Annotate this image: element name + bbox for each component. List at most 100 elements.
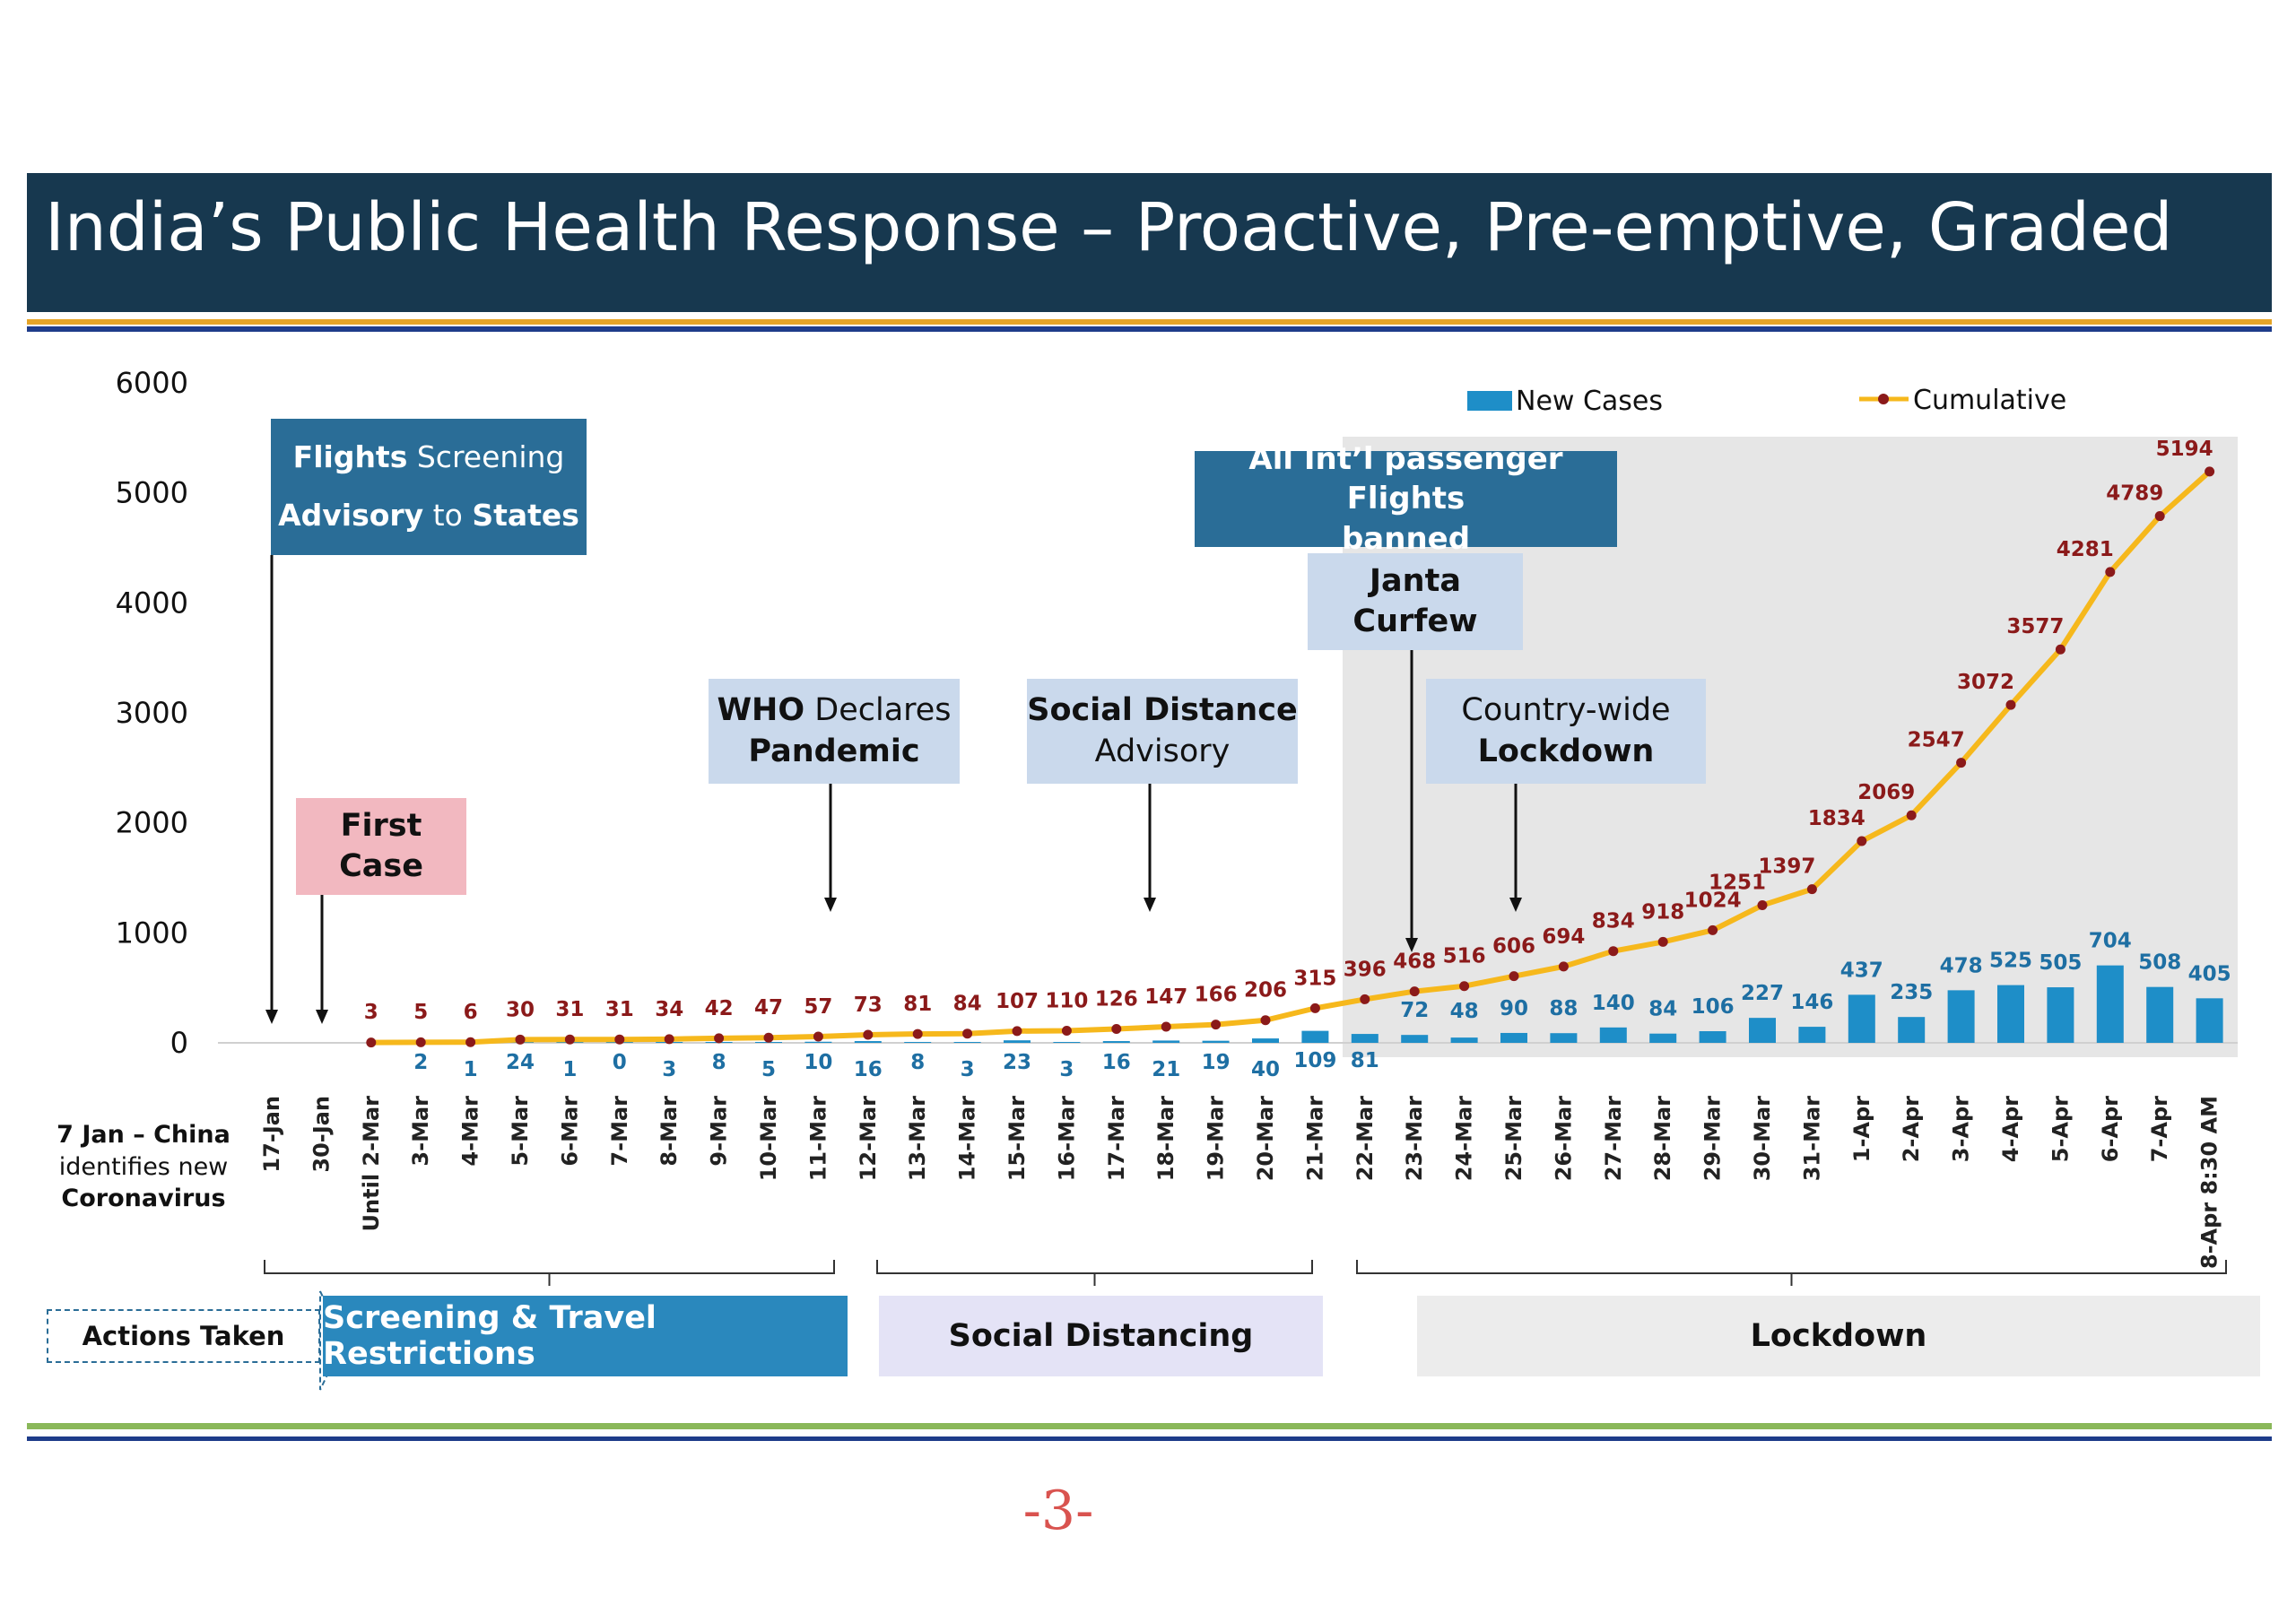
legend-dot-cumulative xyxy=(1878,394,1889,404)
point-cumulative xyxy=(1111,1024,1122,1035)
x-date-label: 3-Mar xyxy=(408,1096,433,1167)
cumulative-value-label: 606 xyxy=(1492,935,1535,959)
bar-new-cases xyxy=(1351,1034,1378,1043)
bar-new-cases xyxy=(1500,1032,1527,1043)
y-tick-label: 3000 xyxy=(116,696,188,730)
point-cumulative xyxy=(465,1037,476,1047)
new-cases-value-label: 109 xyxy=(1293,1049,1336,1072)
new-cases-value-label: 48 xyxy=(1450,1000,1479,1023)
page-number: -3- xyxy=(1022,1480,1094,1542)
new-cases-value-label: 704 xyxy=(2089,930,2132,953)
x-date-label: 4-Apr xyxy=(1998,1096,2023,1162)
cumulative-value-label: 81 xyxy=(903,993,932,1016)
point-cumulative xyxy=(1657,936,1668,947)
new-cases-value-label: 16 xyxy=(854,1058,883,1081)
note-who-pandemic: WHO Declares Pandemic xyxy=(709,679,960,784)
note-declares-word: Declares xyxy=(814,692,952,728)
cumulative-value-label: 5 xyxy=(413,1001,428,1024)
note-first-case: First Case xyxy=(296,798,466,895)
new-cases-value-label: 3 xyxy=(1059,1058,1074,1081)
note-lockdown-line2: Lockdown xyxy=(1477,733,1655,769)
cumulative-value-label: 2069 xyxy=(1857,781,1915,804)
y-tick-label: 2000 xyxy=(116,806,188,840)
new-cases-value-label: 88 xyxy=(1549,997,1578,1020)
point-cumulative xyxy=(763,1032,774,1043)
cumulative-value-label: 206 xyxy=(1244,979,1287,1002)
x-date-label: 4-Mar xyxy=(458,1096,483,1167)
note-states-word: States xyxy=(472,498,579,533)
phase-lockdown: Lockdown xyxy=(1417,1296,2260,1376)
x-date-label: 29-Mar xyxy=(1700,1096,1726,1181)
bar-new-cases xyxy=(2146,986,2174,1043)
series-line-cumulative xyxy=(370,469,2212,1046)
cumulative-value-label: 1834 xyxy=(1808,807,1866,830)
new-cases-value-label: 5 xyxy=(761,1058,776,1081)
note-intl-line1: All Int’l passenger Flights xyxy=(1248,441,1563,517)
x-date-label: 7-Apr xyxy=(2147,1096,2172,1162)
new-cases-value-label: 10 xyxy=(804,1051,832,1074)
x-date-label: 28-Mar xyxy=(1650,1096,1675,1181)
new-cases-value-label: 19 xyxy=(1202,1051,1231,1074)
footer-rule-green xyxy=(27,1423,2272,1429)
point-cumulative xyxy=(1061,1026,1072,1037)
new-cases-value-label: 72 xyxy=(1400,999,1429,1022)
point-cumulative xyxy=(1161,1021,1171,1032)
x-date-label: 2-Apr xyxy=(1899,1096,1924,1162)
cumulative-value-label: 31 xyxy=(605,998,634,1021)
x-date-label: 26-Mar xyxy=(1551,1096,1576,1181)
x-date-label: 10-Mar xyxy=(756,1096,781,1181)
bar-new-cases xyxy=(1152,1040,1180,1043)
cumulative-value-label: 147 xyxy=(1144,985,1187,1009)
x-date-label: 5-Mar xyxy=(508,1096,533,1167)
new-cases-value-label: 478 xyxy=(1940,954,1983,977)
y-tick-label: 6000 xyxy=(116,366,188,400)
x-date-label: 5-Apr xyxy=(2048,1096,2073,1162)
new-cases-value-label: 405 xyxy=(2188,962,2231,985)
china-note-line3: Coronavirus xyxy=(61,1185,226,1213)
arrow-flights-screening-head xyxy=(265,1010,278,1024)
cumulative-value-label: 918 xyxy=(1641,900,1684,924)
bar-new-cases xyxy=(1401,1035,1429,1043)
note-flights-word: Flights xyxy=(292,439,408,475)
point-cumulative xyxy=(664,1034,674,1045)
bar-new-cases xyxy=(1599,1027,1627,1043)
cumulative-value-label: 5194 xyxy=(2156,438,2213,461)
new-cases-value-label: 0 xyxy=(613,1051,627,1074)
new-cases-value-label: 21 xyxy=(1152,1058,1180,1081)
note-flights-screening: Flights Screening Advisory to States xyxy=(271,419,587,555)
bar-new-cases xyxy=(1252,1038,1279,1043)
x-date-label: 30-Mar xyxy=(1750,1096,1775,1181)
new-cases-value-label: 8 xyxy=(910,1051,925,1074)
phase-screening-travel: Screening & Travel Restrictions xyxy=(323,1296,848,1376)
point-cumulative xyxy=(962,1028,973,1039)
cumulative-value-label: 107 xyxy=(996,990,1039,1013)
point-cumulative xyxy=(614,1034,625,1045)
note-to-word: to xyxy=(432,498,463,533)
x-date-label: 12-Mar xyxy=(856,1096,881,1181)
new-cases-value-label: 40 xyxy=(1251,1058,1280,1081)
x-date-label: 19-Mar xyxy=(1204,1096,1229,1181)
arrow-lockdown-head xyxy=(1509,898,1522,912)
cumulative-value-label: 834 xyxy=(1592,910,1635,933)
bar-new-cases xyxy=(1202,1040,1230,1043)
cumulative-value-label: 3577 xyxy=(2006,615,2064,638)
x-date-label: 25-Mar xyxy=(1501,1096,1526,1181)
bar-new-cases xyxy=(1649,1033,1677,1043)
new-cases-value-label: 235 xyxy=(1890,981,1933,1004)
cumulative-value-label: 694 xyxy=(1542,925,1585,949)
china-note-line1: 7 Jan – China xyxy=(57,1121,230,1149)
brace-lockdown xyxy=(1356,1260,2227,1286)
bar-new-cases xyxy=(1450,1037,1478,1043)
arrow-social-advisory-head xyxy=(1144,898,1156,912)
x-date-label: 11-Mar xyxy=(805,1096,831,1181)
note-social-line2: Advisory xyxy=(1094,733,1231,769)
bar-new-cases xyxy=(1004,1040,1031,1043)
x-date-label: 6-Apr xyxy=(2098,1096,2123,1162)
title-underline-navy xyxy=(27,326,2272,332)
bar-new-cases xyxy=(953,1042,981,1043)
point-cumulative xyxy=(1608,946,1619,957)
point-cumulative xyxy=(2154,511,2165,522)
x-date-label: 16-Mar xyxy=(1054,1096,1079,1181)
x-date-label: 23-Mar xyxy=(1402,1096,1427,1181)
bar-new-cases xyxy=(2096,965,2124,1043)
